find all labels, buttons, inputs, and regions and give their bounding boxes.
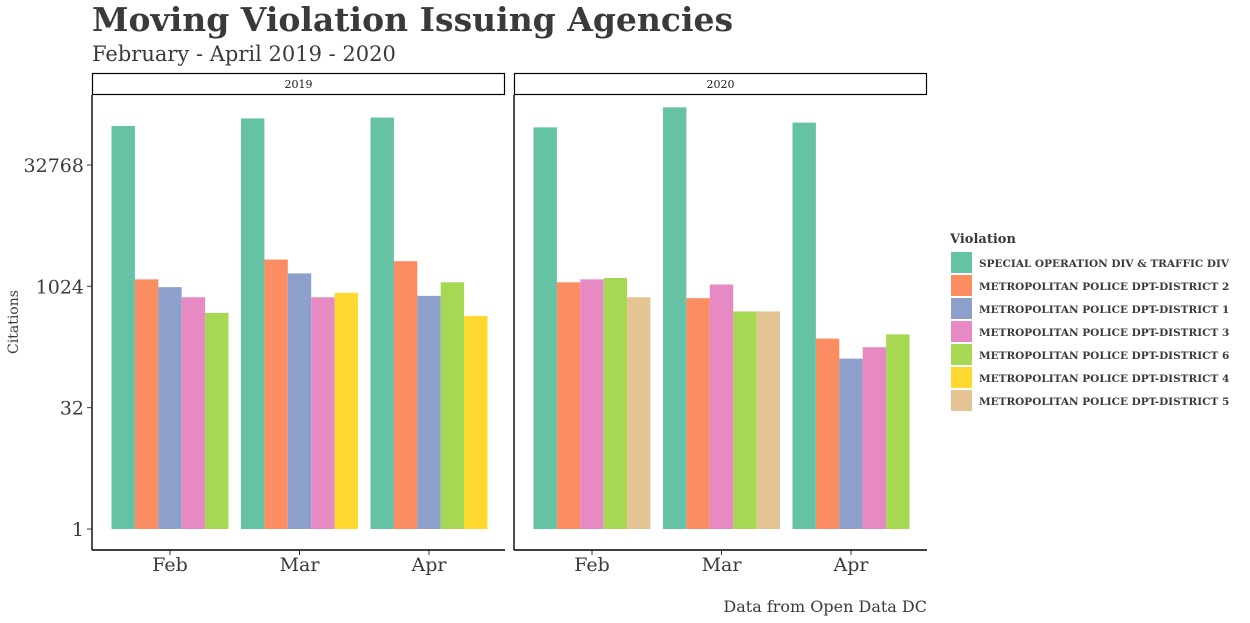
bar-2020-Mar-3 xyxy=(733,311,757,529)
legend-key xyxy=(951,344,972,365)
chart-caption: Data from Open Data DC xyxy=(723,597,927,616)
bar-2020-Apr-1 xyxy=(815,338,840,529)
bar-2019-Feb-2 xyxy=(158,287,182,529)
bar-2019-Feb-1 xyxy=(134,279,159,529)
bar-2020-Feb-4 xyxy=(627,297,651,529)
bar-2019-Feb-4 xyxy=(205,312,229,529)
y-tick-label: 1024 xyxy=(36,276,84,298)
y-tick-label: 32 xyxy=(60,398,84,420)
legend: SPECIAL OPERATION DIV & TRAFFIC DIV METRO… xyxy=(951,252,1230,411)
panel-strip xyxy=(91,72,506,96)
legend-key xyxy=(951,275,972,296)
bar-2020-Apr-4 xyxy=(886,334,910,529)
bar-2020-Apr-2 xyxy=(839,358,863,529)
bar-2020-Apr-3 xyxy=(862,347,887,529)
bar-2020-Mar-4 xyxy=(756,311,780,529)
bar-2020-Feb-3 xyxy=(603,277,628,529)
bar-2020-Mar-0 xyxy=(663,107,687,530)
bar-2019-Mar-0 xyxy=(241,118,265,529)
bar-2020-Mar-2 xyxy=(709,284,734,529)
bar-2019-Apr-3 xyxy=(440,282,465,529)
legend-key xyxy=(951,390,972,411)
panel-strip xyxy=(513,72,928,96)
x-tick-label: Mar xyxy=(280,554,321,576)
legend-label: METROPOLITAN POLICE DPT-DISTRICT 5 xyxy=(979,396,1229,408)
bar-2020-Feb-0 xyxy=(533,127,557,530)
bar-2019-Mar-3 xyxy=(311,297,335,529)
legend-key xyxy=(951,252,972,273)
bar-2019-Mar-2 xyxy=(287,273,312,529)
panels: 2019 Feb Mar Apr 2020 Feb Mar Apr xyxy=(91,72,928,576)
bar-2019-Apr-0 xyxy=(370,117,394,529)
x-tick-label: Feb xyxy=(152,554,188,576)
bar-2019-Feb-0 xyxy=(111,125,135,529)
bar-2019-Feb-3 xyxy=(181,297,206,529)
y-tick-label: 1 xyxy=(72,519,84,541)
legend-key xyxy=(951,367,972,388)
bar-2019-Mar-1 xyxy=(264,259,288,529)
chart-subtitle: February - April 2019 - 2020 xyxy=(92,42,396,66)
chart-title: Moving Violation Issuing Agencies xyxy=(92,0,733,39)
bar-2019-Apr-1 xyxy=(393,261,418,529)
y-axis-title: Citations xyxy=(6,290,22,354)
bar-2020-Apr-0 xyxy=(792,122,816,529)
panel-strip-label: 2019 xyxy=(285,78,313,91)
x-tick-label: Apr xyxy=(833,554,870,576)
x-tick-label: Mar xyxy=(702,554,743,576)
legend-title: Violation xyxy=(949,232,1016,247)
legend-label: METROPOLITAN POLICE DPT-DISTRICT 1 xyxy=(979,304,1229,316)
legend-label: SPECIAL OPERATION DIV & TRAFFIC DIV xyxy=(979,258,1230,270)
legend-label: METROPOLITAN POLICE DPT-DISTRICT 6 xyxy=(979,350,1229,362)
bar-2020-Feb-2 xyxy=(580,279,604,529)
panel-2020: 2020 Feb Mar Apr xyxy=(513,72,928,576)
bar-2019-Apr-4 xyxy=(464,315,488,529)
x-tick-label: Apr xyxy=(411,554,448,576)
x-tick-label: Feb xyxy=(574,554,610,576)
bar-2019-Mar-4 xyxy=(334,292,358,529)
y-tick-label: 32768 xyxy=(24,155,84,177)
legend-key xyxy=(951,321,972,342)
bar-2020-Feb-1 xyxy=(556,282,581,529)
legend-key xyxy=(951,298,972,319)
bar-2020-Mar-1 xyxy=(686,298,710,529)
y-axis: 1 32 1024 32768 xyxy=(24,155,92,541)
legend-label: METROPOLITAN POLICE DPT-DISTRICT 4 xyxy=(979,373,1229,385)
panel-2019: 2019 Feb Mar Apr xyxy=(91,72,506,576)
bar-2019-Apr-2 xyxy=(417,295,441,529)
legend-label: METROPOLITAN POLICE DPT-DISTRICT 2 xyxy=(979,281,1229,293)
panel-strip-label: 2020 xyxy=(707,78,735,91)
legend-label: METROPOLITAN POLICE DPT-DISTRICT 3 xyxy=(979,327,1229,339)
